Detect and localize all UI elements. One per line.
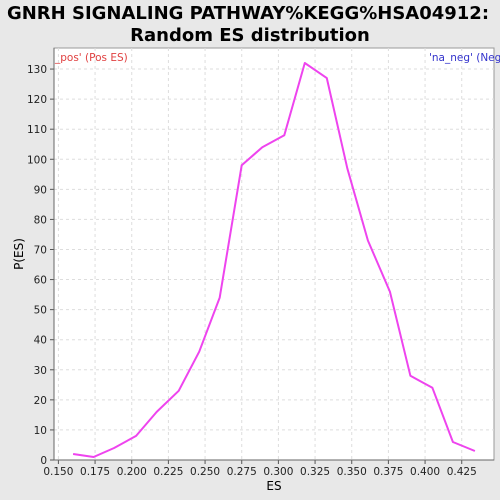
x-tick-label: 0.375 <box>373 466 403 478</box>
y-tick-label: 120 <box>27 94 47 106</box>
es-distribution-line <box>72 62 476 458</box>
right-corner-label: 'na_neg' (Neg <box>429 52 500 64</box>
x-tick-label: 0.250 <box>190 466 220 478</box>
y-tick-label: 110 <box>27 124 47 136</box>
y-tick-label: 60 <box>34 275 47 287</box>
tick-labels: 0 10 20 30 40 50 60 70 80 90 100 110 120 130 0.150 0.17… <box>27 64 477 478</box>
x-tick-label: 0.225 <box>153 466 183 478</box>
chart-title-line-2: Random ES distribution <box>130 25 370 46</box>
y-tick-label: 10 <box>34 425 47 437</box>
x-tick-label: 0.325 <box>300 466 330 478</box>
x-tick-label: 0.425 <box>447 466 477 478</box>
y-tick-label: 100 <box>27 154 47 166</box>
y-tick-label: 40 <box>34 335 47 347</box>
series-layer <box>72 62 476 458</box>
x-tick-label: 0.150 <box>43 466 73 478</box>
x-tick-label: 0.175 <box>80 466 110 478</box>
grid-lines <box>54 48 494 460</box>
chart-title-line-1: GNRH SIGNALING PATHWAY%KEGG%HSA04912: <box>7 3 489 24</box>
y-axis-label: P(ES) <box>12 238 26 270</box>
y-tick-label: 130 <box>27 64 47 76</box>
x-tick-label: 0.350 <box>337 466 367 478</box>
x-tick-label: 0.400 <box>410 466 440 478</box>
x-tick-label: 0.300 <box>263 466 293 478</box>
y-tick-label: 70 <box>34 244 47 256</box>
y-tick-label: 50 <box>34 305 47 317</box>
plot-area <box>53 47 495 461</box>
y-tick-label: 30 <box>34 365 47 377</box>
axes <box>50 48 494 464</box>
y-tick-label: 0 <box>40 455 47 467</box>
left-corner-label: _pos' (Pos ES) <box>54 52 128 64</box>
x-tick-label: 0.200 <box>117 466 147 478</box>
x-axis-label: ES <box>266 479 281 493</box>
y-tick-label: 80 <box>34 214 47 226</box>
y-tick-label: 20 <box>34 395 47 407</box>
y-tick-label: 90 <box>34 184 47 196</box>
x-tick-label: 0.275 <box>227 466 257 478</box>
